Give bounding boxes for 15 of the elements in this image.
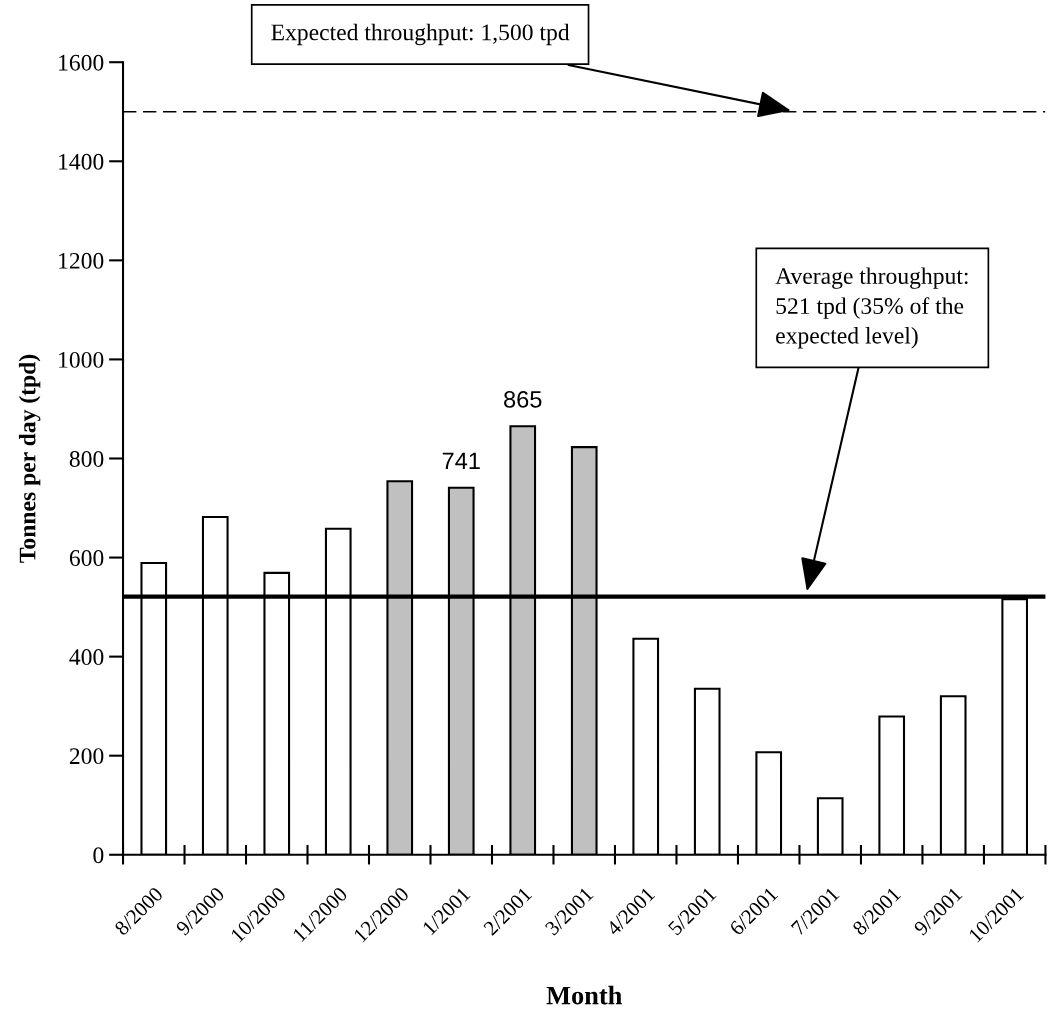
y-tick-label: 400 (69, 649, 104, 666)
data-label: 865 (504, 391, 542, 408)
ref-line-label: Average throughput: 521 tpd (35% of the expected level) (775, 267, 968, 349)
y-tick-label: 600 (69, 550, 104, 566)
x-axis-title: Month (546, 985, 622, 1005)
y-tick-label: 200 (69, 748, 104, 765)
y-axis-title: Tonnes per day (tpd) (18, 354, 41, 563)
y-tick-label: 1000 (59, 351, 104, 368)
y-tick-label: 1400 (59, 153, 104, 170)
y-tick-label: 0 (93, 847, 104, 864)
ref-line-label: Expected throughput: 1,500 tpd (271, 23, 570, 46)
y-tick-label: 1600 (59, 54, 104, 71)
y-tick-label: 800 (69, 450, 104, 467)
data-label: 741 (442, 452, 480, 469)
y-tick-label: 1200 (59, 252, 104, 269)
